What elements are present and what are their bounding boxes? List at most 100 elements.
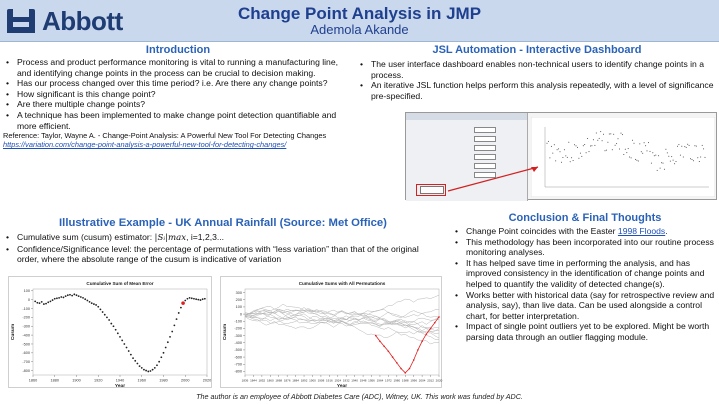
mini-data-point <box>568 141 570 143</box>
x-tick-label: 2012 <box>427 379 434 383</box>
list-item: Works better with historical data (say f… <box>452 290 718 322</box>
mini-data-point <box>639 143 641 145</box>
mini-data-point <box>687 143 689 145</box>
mini-data-point <box>678 144 680 146</box>
mini-data-point <box>572 160 574 161</box>
data-point <box>387 350 390 353</box>
data-point <box>123 343 126 345</box>
list-item: An iterative JSL function helps perform … <box>357 80 717 101</box>
data-point <box>171 330 174 333</box>
cusum-chart: Cumulative Sum of Mean Error 100 0 -100 -200… <box>10 281 211 389</box>
mini-data-point <box>646 150 648 152</box>
mini-data-point <box>600 131 602 133</box>
reference-link[interactable]: https://variation.com/change-point-analy… <box>3 140 287 150</box>
data-point <box>56 297 58 300</box>
dialog-run-button <box>420 186 444 194</box>
data-point <box>153 367 156 369</box>
mini-data-point <box>604 150 606 152</box>
mini-data-point <box>642 152 644 154</box>
y-tick-label: 100 <box>24 289 30 293</box>
mini-data-point <box>597 139 599 141</box>
data-point <box>151 368 154 371</box>
mini-data-point <box>629 156 631 158</box>
data-point <box>136 362 139 365</box>
y-tick-label: -200 <box>234 327 242 331</box>
mini-data-point <box>703 148 705 150</box>
x-tick-label: 1964 <box>377 379 384 383</box>
mini-data-point <box>611 149 613 151</box>
data-point <box>203 297 206 300</box>
dialog-row <box>412 136 512 142</box>
y-axis-label: Cusum <box>10 324 16 340</box>
list-item: It has helped save time in performing th… <box>452 258 718 290</box>
mini-data-point <box>556 149 558 151</box>
mini-data-point <box>659 167 661 169</box>
data-point <box>383 345 385 348</box>
dialog-row <box>412 163 512 169</box>
floods-link[interactable]: 1998 Floods <box>617 226 666 236</box>
data-point <box>201 298 204 301</box>
x-tick-label: 1884 <box>292 379 299 383</box>
mini-data-point <box>584 144 586 145</box>
data-point <box>149 370 152 372</box>
data-point <box>73 293 76 296</box>
x-tick-label: 1892 <box>301 379 308 383</box>
mini-data-point <box>585 152 587 154</box>
mini-data-point <box>598 137 600 139</box>
mini-data-point <box>571 157 573 159</box>
conclusion-heading: Conclusion & Final Thoughts <box>508 212 662 224</box>
data-point <box>134 359 137 362</box>
list-item: How significant is this change point? <box>3 89 353 100</box>
permutation-line <box>244 303 440 339</box>
mini-data-point <box>674 163 676 165</box>
x-tick-label: 1980 <box>159 379 167 383</box>
data-point <box>125 346 128 349</box>
data-point <box>143 368 145 371</box>
y-tick-label: 100 <box>236 305 242 309</box>
permutation-line <box>244 308 440 327</box>
mini-data-point <box>577 146 578 148</box>
dialog-row <box>412 145 512 151</box>
data-point <box>164 346 167 349</box>
data-point <box>97 305 100 308</box>
illustrative-section: Illustrative Example - UK Annual Rainfal… <box>3 217 443 265</box>
mini-data-point <box>652 152 654 154</box>
mini-data-point <box>610 133 612 135</box>
mini-data-point <box>661 162 663 164</box>
mini-data-point <box>704 156 706 158</box>
x-tick-label: 1852 <box>259 379 266 383</box>
dialog-row <box>412 154 512 160</box>
chart-title: Cumulative Sums with All Permutations <box>299 281 386 286</box>
mini-data-point <box>645 145 647 147</box>
mini-data-point <box>697 157 699 159</box>
data-point <box>162 351 165 354</box>
x-tick-label: 1844 <box>250 379 257 383</box>
list-item: Process and product performance monitori… <box>3 57 353 78</box>
permutation-line <box>244 309 440 332</box>
mini-data-point <box>700 156 702 158</box>
permutation-line <box>244 308 440 345</box>
mini-data-point <box>658 155 660 157</box>
data-point <box>121 339 124 342</box>
y-tick-label: -400 <box>22 333 30 337</box>
data-point <box>147 370 150 373</box>
y-tick-label: -100 <box>234 320 242 324</box>
poster-author: Ademola Akande <box>310 22 409 37</box>
x-tick-label: 1940 <box>116 379 124 383</box>
data-point <box>132 357 134 360</box>
mini-data-point <box>613 133 615 135</box>
mini-data-point <box>675 161 677 162</box>
mini-data-point <box>677 145 678 147</box>
data-point <box>400 367 402 370</box>
data-point <box>77 295 80 297</box>
mini-data-point <box>666 152 668 154</box>
data-point <box>408 367 411 370</box>
highlight-box <box>416 184 446 196</box>
mini-data-point <box>636 159 638 161</box>
mini-data-point <box>558 148 560 150</box>
mini-data-point <box>668 155 670 157</box>
illustrative-bullets: Cumulative sum (cusum) estimator: |Sᵢ|ma… <box>3 232 443 265</box>
list-item: Confidence/Significance level: the perce… <box>3 244 443 265</box>
y-tick-label: -100 <box>22 307 30 311</box>
data-point <box>114 328 117 331</box>
